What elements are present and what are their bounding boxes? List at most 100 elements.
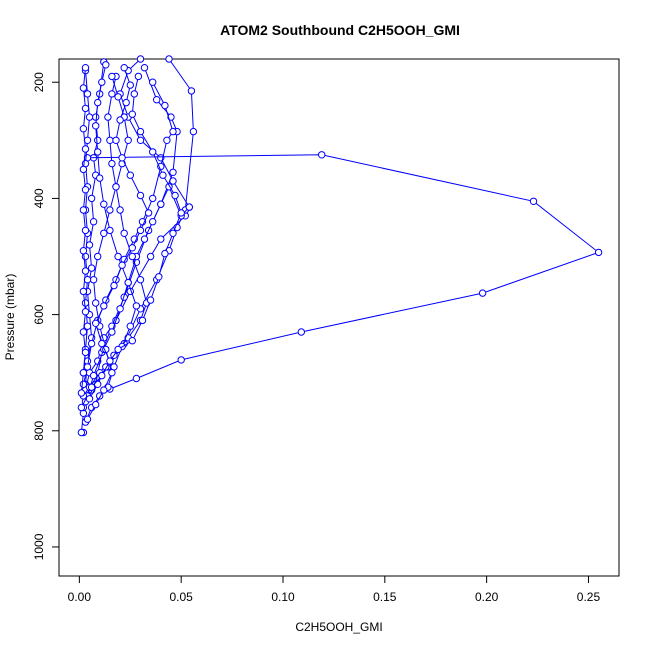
data-point xyxy=(130,90,139,98)
data-point xyxy=(81,308,90,316)
data-point xyxy=(77,428,86,437)
data-point xyxy=(87,383,96,391)
data-point xyxy=(104,113,112,121)
data-point xyxy=(144,209,153,217)
x-tick-label: 0.15 xyxy=(373,590,397,604)
data-point xyxy=(140,235,149,243)
data-point xyxy=(163,136,171,145)
data-point xyxy=(297,328,305,336)
data-point xyxy=(169,127,177,136)
data-point xyxy=(81,226,90,235)
data-point xyxy=(92,122,100,130)
data-point xyxy=(100,200,108,208)
data-point xyxy=(134,72,143,81)
data-point xyxy=(128,244,137,252)
data-point xyxy=(153,96,161,104)
y-tick-label: 600 xyxy=(32,304,46,324)
data-point xyxy=(89,371,98,380)
profile-series xyxy=(83,72,132,423)
data-point xyxy=(128,337,137,345)
data-point xyxy=(149,218,157,226)
data-point xyxy=(96,174,104,182)
data-point xyxy=(79,84,88,92)
data-point xyxy=(106,357,114,365)
data-point xyxy=(94,148,102,156)
data-point xyxy=(146,252,155,261)
data-point xyxy=(77,389,86,397)
data-point xyxy=(83,415,92,423)
data-point xyxy=(81,145,90,153)
data-point xyxy=(318,151,326,159)
y-axis: 200 400 600 800 1000 xyxy=(32,72,60,560)
data-point xyxy=(149,78,157,86)
data-point xyxy=(108,369,116,377)
data-point xyxy=(161,101,169,110)
data-point xyxy=(100,302,108,310)
data-point xyxy=(177,209,185,217)
data-point xyxy=(79,369,88,377)
data-point xyxy=(79,206,88,214)
data-point xyxy=(136,191,145,200)
data-point xyxy=(89,218,98,226)
data-point xyxy=(136,136,145,145)
data-point xyxy=(185,203,194,211)
data-point xyxy=(124,136,132,145)
data-point xyxy=(102,61,110,69)
data-point xyxy=(169,229,177,238)
data-point xyxy=(149,194,157,203)
data-point xyxy=(108,72,116,81)
data-point xyxy=(138,316,147,325)
data-point xyxy=(83,90,92,98)
data-point xyxy=(100,386,108,394)
data-point xyxy=(83,322,92,330)
y-tick-label: 1000 xyxy=(32,533,46,560)
data-point xyxy=(87,339,96,348)
data-point xyxy=(120,229,128,238)
data-point xyxy=(118,261,126,269)
data-point xyxy=(177,356,185,364)
data-point xyxy=(116,305,124,313)
data-point xyxy=(85,395,94,403)
data-point xyxy=(157,235,165,243)
data-point xyxy=(157,200,165,208)
data-point xyxy=(114,345,122,354)
data-point xyxy=(83,363,92,371)
data-point xyxy=(98,371,106,380)
data-point xyxy=(149,148,157,156)
data-point xyxy=(112,136,120,145)
y-tick-label: 200 xyxy=(32,72,46,92)
data-point xyxy=(81,348,90,357)
data-point xyxy=(136,276,145,284)
data-point xyxy=(529,197,538,206)
data-point xyxy=(169,168,177,177)
series-line xyxy=(82,58,194,408)
data-point xyxy=(189,127,198,136)
profile-series xyxy=(87,64,153,391)
data-point xyxy=(120,64,128,72)
data-point xyxy=(108,90,116,98)
data-point xyxy=(94,136,102,145)
y-axis-label: Pressure (mbar) xyxy=(3,274,17,361)
data-point xyxy=(87,194,96,203)
data-point xyxy=(187,87,196,95)
data-point xyxy=(79,125,88,133)
data-point xyxy=(146,296,155,304)
data-point xyxy=(116,206,124,214)
data-point xyxy=(159,171,167,179)
data-point xyxy=(118,154,126,162)
data-point xyxy=(155,273,163,281)
data-point xyxy=(79,328,88,336)
data-point xyxy=(77,403,86,412)
data-point xyxy=(126,322,135,330)
data-point xyxy=(126,81,135,89)
data-point xyxy=(106,226,114,235)
data-point xyxy=(100,229,108,238)
data-point xyxy=(161,249,169,258)
data-point xyxy=(98,339,106,348)
data-point xyxy=(81,64,90,72)
data-point xyxy=(128,110,137,118)
data-point xyxy=(85,113,94,121)
series-line xyxy=(87,154,600,390)
x-tick-label: 0.25 xyxy=(577,590,601,604)
